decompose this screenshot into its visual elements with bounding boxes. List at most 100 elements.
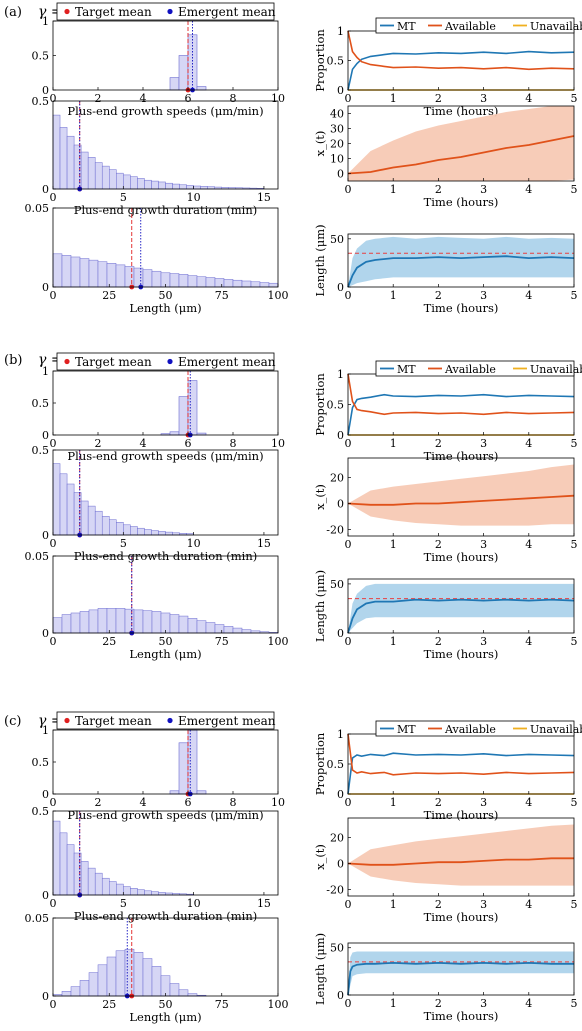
histogram-bar bbox=[115, 264, 126, 288]
x-tick-label: 3 bbox=[480, 289, 487, 302]
axes-frame bbox=[347, 373, 575, 436]
histogram-bar bbox=[259, 282, 270, 288]
y-tick-label: 1 bbox=[337, 25, 344, 38]
x-tick-label: 0 bbox=[345, 898, 352, 911]
x-tick-label: 0 bbox=[345, 796, 352, 809]
x-tick-label: 25 bbox=[102, 635, 116, 648]
x-tick-label: 2 bbox=[435, 183, 442, 196]
x-tick-label: 4 bbox=[140, 796, 147, 809]
histogram-bar bbox=[186, 185, 194, 190]
x-tick-label: 50 bbox=[159, 289, 173, 302]
histogram-bar bbox=[151, 530, 159, 536]
histogram-bar bbox=[169, 77, 180, 91]
x-tick-label: 5 bbox=[120, 191, 127, 204]
axes-frame bbox=[347, 233, 575, 288]
x-tick-label: 1 bbox=[390, 898, 397, 911]
x-tick-label: 0 bbox=[345, 183, 352, 196]
y-tick-label: 0.5 bbox=[32, 50, 50, 63]
legend-label: Unavailable bbox=[530, 723, 582, 736]
histogram-bar bbox=[109, 519, 117, 536]
x-tick-label: 6 bbox=[185, 796, 192, 809]
x-axis-label: Time (hours) bbox=[424, 550, 499, 564]
y-tick-label: 30 bbox=[330, 123, 344, 136]
histogram-bar bbox=[52, 114, 61, 190]
histogram-bar bbox=[59, 832, 68, 896]
histogram-bar bbox=[123, 174, 131, 190]
histogram-bar bbox=[109, 881, 117, 896]
histogram-bar bbox=[178, 615, 189, 634]
axes-frame bbox=[347, 817, 575, 897]
histogram-bar bbox=[142, 269, 153, 288]
y-axis-label: Length (μm) bbox=[313, 570, 327, 642]
histogram-bar bbox=[160, 975, 171, 997]
x-tick-label: 3 bbox=[480, 92, 487, 105]
x-tick-label: 10 bbox=[271, 437, 285, 450]
x-tick-label: 100 bbox=[268, 998, 289, 1011]
y-axis-label: Proportion bbox=[313, 29, 327, 92]
histogram-bar bbox=[97, 964, 108, 997]
x-tick-label: 10 bbox=[187, 191, 201, 204]
x-tick-label: 4 bbox=[140, 92, 147, 105]
legend-box bbox=[375, 720, 575, 737]
histogram-bar bbox=[178, 55, 189, 91]
series-line-mt bbox=[347, 50, 575, 91]
histogram-bar bbox=[169, 790, 180, 795]
x-tick-label: 2 bbox=[435, 997, 442, 1010]
legend-emergent-label: Emergent mean bbox=[178, 714, 276, 728]
x-tick-label: 5 bbox=[120, 537, 127, 550]
histogram-bar bbox=[187, 275, 198, 288]
legend-target-marker bbox=[64, 717, 70, 724]
histogram-bar bbox=[133, 609, 144, 634]
y-tick-label: 0.5 bbox=[327, 758, 345, 771]
chart-c-proportion: 0 1 2 3 4 5 0 0.5 1 Time (hours) Proportion MT Avail… bbox=[313, 720, 582, 822]
panel-c-label: (c) bbox=[4, 714, 21, 729]
histogram-bar bbox=[165, 182, 173, 190]
x-tick-label: 100 bbox=[268, 635, 289, 648]
x-axis-label: Time (hours) bbox=[424, 104, 499, 118]
y-tick-label: 0 bbox=[42, 788, 49, 801]
x-tick-label: 75 bbox=[215, 289, 229, 302]
x-tick-label: 5 bbox=[571, 437, 578, 450]
legend-target-label: Target mean bbox=[75, 5, 152, 19]
series-line-mt bbox=[347, 393, 575, 436]
histogram-bar bbox=[115, 950, 126, 997]
legend-emergent-label: Emergent mean bbox=[178, 5, 276, 19]
histogram-bar bbox=[232, 627, 243, 634]
x-tick-label: 25 bbox=[102, 998, 116, 1011]
mean-line bbox=[347, 598, 575, 634]
x-tick-label: 0 bbox=[50, 437, 57, 450]
histogram-bar bbox=[130, 888, 138, 896]
chart-b-proportion: 0 1 2 3 4 5 0 0.5 1 Time (hours) Proportion MT Avail… bbox=[313, 360, 582, 463]
histogram-bar bbox=[214, 278, 225, 288]
x-tick-label: 4 bbox=[525, 437, 532, 450]
spread-band bbox=[348, 236, 574, 287]
spread-band bbox=[348, 951, 574, 995]
histogram-bar bbox=[106, 956, 117, 997]
histogram-bar bbox=[144, 890, 152, 896]
x-tick-label: 2 bbox=[435, 898, 442, 911]
x-axis-label: Plus-end growth speeds (μm/min) bbox=[67, 104, 263, 118]
histogram-bar bbox=[223, 279, 234, 288]
x-tick-label: 5 bbox=[571, 183, 578, 196]
legend-label: MT bbox=[397, 363, 416, 376]
spread-band bbox=[348, 583, 574, 633]
chart-a-xminus: 0 1 2 3 4 5 0 10 20 30 40 Time (hours) x_(t) bbox=[313, 105, 578, 209]
histogram-bar bbox=[268, 282, 279, 288]
histogram-bar bbox=[205, 277, 216, 288]
x-tick-label: 75 bbox=[215, 998, 229, 1011]
y-tick-label: 0.05 bbox=[25, 912, 50, 925]
x-tick-label: 0 bbox=[50, 796, 57, 809]
x-tick-label: 0 bbox=[50, 998, 57, 1011]
x-axis-label: Plus-end growth duration (min) bbox=[74, 203, 258, 217]
histogram-bar bbox=[87, 157, 96, 190]
mean-line bbox=[347, 255, 575, 288]
axes-frame bbox=[52, 20, 279, 91]
chart-a-proportion: 0 1 2 3 4 5 0 0.5 1 Time (hours) Proportion MT Avail… bbox=[313, 17, 582, 118]
y-tick-label: 1 bbox=[337, 728, 344, 741]
histogram-bar bbox=[137, 527, 145, 536]
y-tick-label: 0 bbox=[337, 989, 344, 1002]
histogram-bar bbox=[124, 266, 135, 288]
